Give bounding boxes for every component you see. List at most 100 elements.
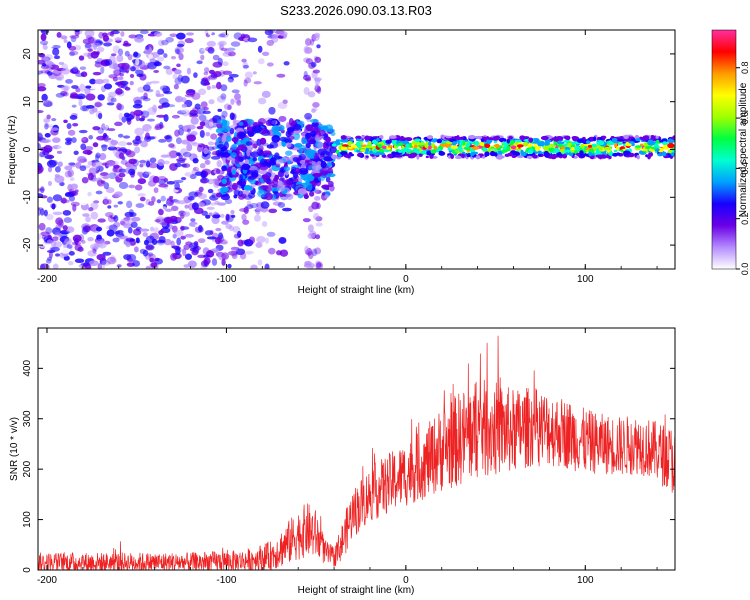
- spectrogram-cell: [309, 130, 316, 138]
- spectrogram-cell: [231, 89, 240, 94]
- spectrogram-cell: [160, 154, 170, 158]
- spectrogram-cell: [207, 141, 215, 146]
- spectrogram-cell: [95, 238, 105, 247]
- spectrogram-cell: [94, 166, 100, 171]
- y-tick-label: 300: [22, 410, 33, 427]
- spectrogram-cell: [151, 196, 156, 203]
- spectrogram-cell: [199, 47, 205, 55]
- spectrogram-cell: [168, 143, 175, 148]
- spectrogram-cell: [175, 137, 182, 145]
- spectrogram-cell: [314, 83, 320, 90]
- spectrogram-cell: [178, 124, 184, 129]
- spectrogram-cell: [221, 220, 229, 225]
- spectrogram-cell: [80, 143, 87, 151]
- spectrogram-cell: [139, 159, 146, 166]
- spectrogram-cell: [503, 138, 507, 142]
- spectrogram-cell: [234, 93, 241, 101]
- spectrogram-cell: [131, 216, 141, 222]
- spectrogram-cell: [268, 208, 278, 214]
- spectrogram-cell: [185, 241, 193, 246]
- spectrogram-cell: [316, 86, 322, 94]
- spectrogram-cell: [587, 144, 592, 148]
- spectrogram-cell: [306, 183, 313, 191]
- spectrogram-cell: [52, 263, 59, 269]
- spectrogram-cell: [145, 265, 151, 269]
- spectrogram-cell: [603, 146, 612, 151]
- spectrogram-cell: [97, 218, 106, 223]
- spectrogram-cell: [244, 250, 254, 255]
- y-tick-label: 0: [22, 567, 33, 573]
- spectrogram-cell: [285, 193, 294, 201]
- spectrogram-cell: [304, 245, 309, 254]
- spectrogram-cell: [142, 249, 149, 257]
- spectrogram-cell: [341, 138, 347, 143]
- spectrogram-cell: [179, 169, 185, 173]
- spectrogram-cell: [186, 143, 193, 152]
- spectrogram-cell: [639, 143, 644, 147]
- spectrogram-cell: [184, 233, 194, 238]
- spectrogram-cell: [219, 213, 225, 218]
- spectrogram-cell: [229, 112, 235, 121]
- spectrogram-cell: [145, 45, 150, 50]
- spectrogram-cell: [86, 150, 92, 156]
- spectrogram-cell: [44, 132, 51, 138]
- spectrogram-cell: [350, 138, 354, 142]
- spectrogram-cell: [205, 159, 211, 165]
- spectrogram-cell: [112, 237, 120, 243]
- spectrogram-cell: [149, 257, 155, 263]
- spectrogram-cell: [128, 184, 136, 189]
- spectrogram-cell: [62, 209, 72, 216]
- spectrogram-cell: [357, 154, 363, 157]
- spectrogram-cell: [200, 178, 208, 184]
- spectrogram-cell: [96, 253, 106, 261]
- spectrogram-cell: [181, 109, 190, 117]
- spectrogram-cell: [53, 55, 61, 60]
- spectrogram-cell: [340, 135, 347, 140]
- spectrogram-cell: [145, 160, 151, 168]
- spectrogram-cell: [104, 211, 114, 218]
- spectrogram-cell: [307, 159, 313, 166]
- spectrogram-cell: [239, 252, 247, 260]
- spectrogram-cell: [41, 93, 48, 102]
- spectrogram-cell: [201, 48, 210, 52]
- spectrogram-cell: [88, 207, 94, 212]
- spectrogram-cell: [268, 106, 276, 115]
- spectrogram-cell: [184, 204, 189, 209]
- spectrogram-cell: [103, 196, 109, 205]
- spectrogram-cell: [123, 112, 130, 118]
- spectrogram-cell: [134, 127, 145, 136]
- spectrogram-cell: [186, 128, 191, 133]
- spectrogram-cell: [44, 154, 55, 160]
- spectrogram-cell: [320, 160, 327, 169]
- spectrogram-cell: [47, 256, 53, 261]
- spectrogram-cell: [563, 149, 572, 153]
- spectrogram-cell: [69, 50, 79, 56]
- spectrogram-cell: [537, 153, 542, 157]
- spectrogram-cell: [303, 86, 310, 95]
- spectrogram-cell: [146, 245, 154, 250]
- spectrogram-cell: [198, 224, 203, 232]
- spectrogram-cell: [316, 202, 321, 210]
- spectrogram-cell: [196, 107, 206, 115]
- spectrogram-cell: [135, 203, 145, 208]
- spectrogram-cell: [537, 141, 544, 147]
- spectrogram-cell: [101, 180, 106, 184]
- spectrogram-cell: [60, 197, 67, 204]
- spectrogram-cell: [74, 30, 81, 33]
- spectrogram-cell: [225, 214, 234, 223]
- spectrogram-cell: [257, 97, 267, 105]
- spectrogram-cell: [640, 148, 648, 152]
- spectrogram-cell: [315, 234, 321, 240]
- spectrogram-cell: [173, 179, 184, 184]
- snr-series-line: [38, 335, 675, 570]
- spectrogram-cell: [142, 84, 151, 92]
- spectrogram-cell: [117, 201, 123, 205]
- spectrogram-cell: [216, 95, 226, 103]
- spectrogram-cell: [217, 237, 223, 245]
- snr-y-ticks: 0 100 200 300 400: [22, 360, 675, 573]
- spectrogram-cell: [522, 142, 527, 146]
- spectrogram-cell: [230, 246, 239, 253]
- spectrogram-cell: [71, 104, 77, 108]
- spectrogram-cell: [149, 157, 157, 164]
- spectrogram-cell: [217, 119, 227, 125]
